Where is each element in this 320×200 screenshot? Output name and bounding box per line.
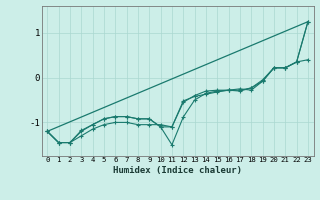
X-axis label: Humidex (Indice chaleur): Humidex (Indice chaleur) [113, 166, 242, 175]
